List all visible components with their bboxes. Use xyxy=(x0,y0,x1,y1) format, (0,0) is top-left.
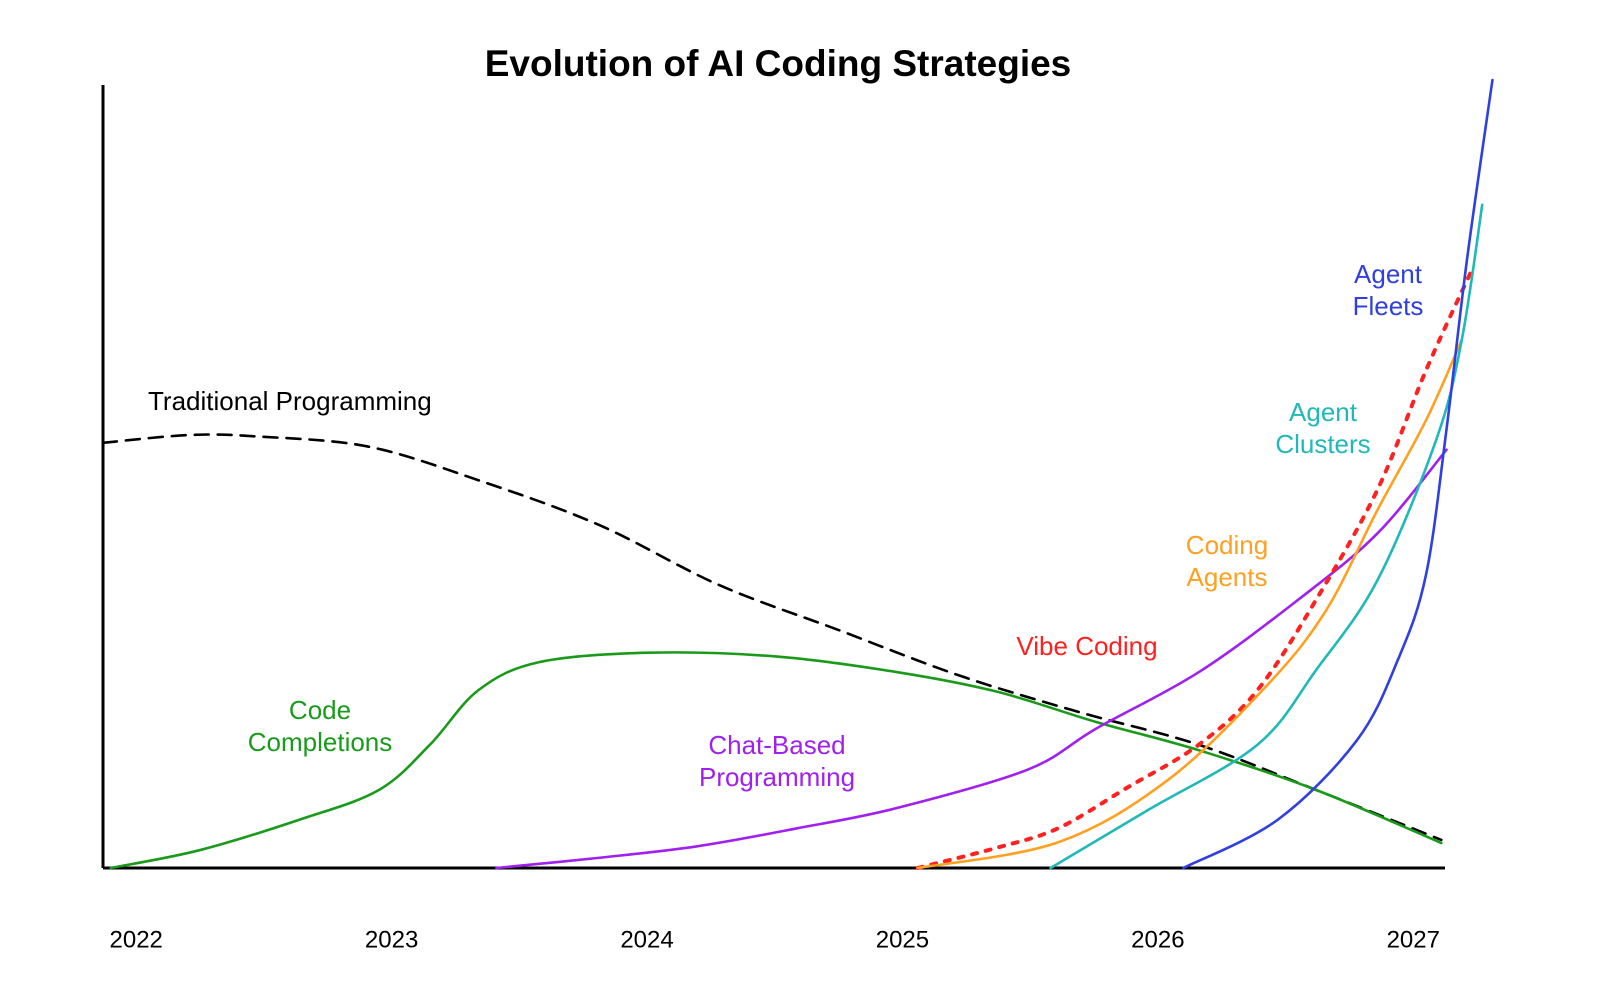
series-label: Code Completions xyxy=(247,695,393,757)
series-label: Coding Agents xyxy=(1185,530,1269,592)
series-label: Agent Clusters xyxy=(1275,397,1371,459)
series-label: Traditional Programming xyxy=(148,386,432,416)
x-tick-label: 2025 xyxy=(876,926,929,953)
series-line xyxy=(109,651,1443,870)
series-line xyxy=(1182,78,1494,870)
x-tick-label: 2023 xyxy=(365,926,418,953)
x-tick-label: 2022 xyxy=(110,926,163,953)
x-tick-label: 2027 xyxy=(1387,926,1440,953)
series-label: Vibe Coding xyxy=(1016,631,1158,661)
series-line xyxy=(916,338,1464,870)
series-line xyxy=(915,267,1475,870)
chart-title: Evolution of AI Coding Strategies xyxy=(484,43,1072,84)
x-tick-label: 2024 xyxy=(620,926,673,953)
series-line xyxy=(1049,203,1484,870)
series-label: Chat-Based Programming xyxy=(698,730,856,792)
series-label: Agent Fleets xyxy=(1352,259,1424,321)
series-line xyxy=(495,448,1448,870)
x-tick-label: 2026 xyxy=(1131,926,1184,953)
